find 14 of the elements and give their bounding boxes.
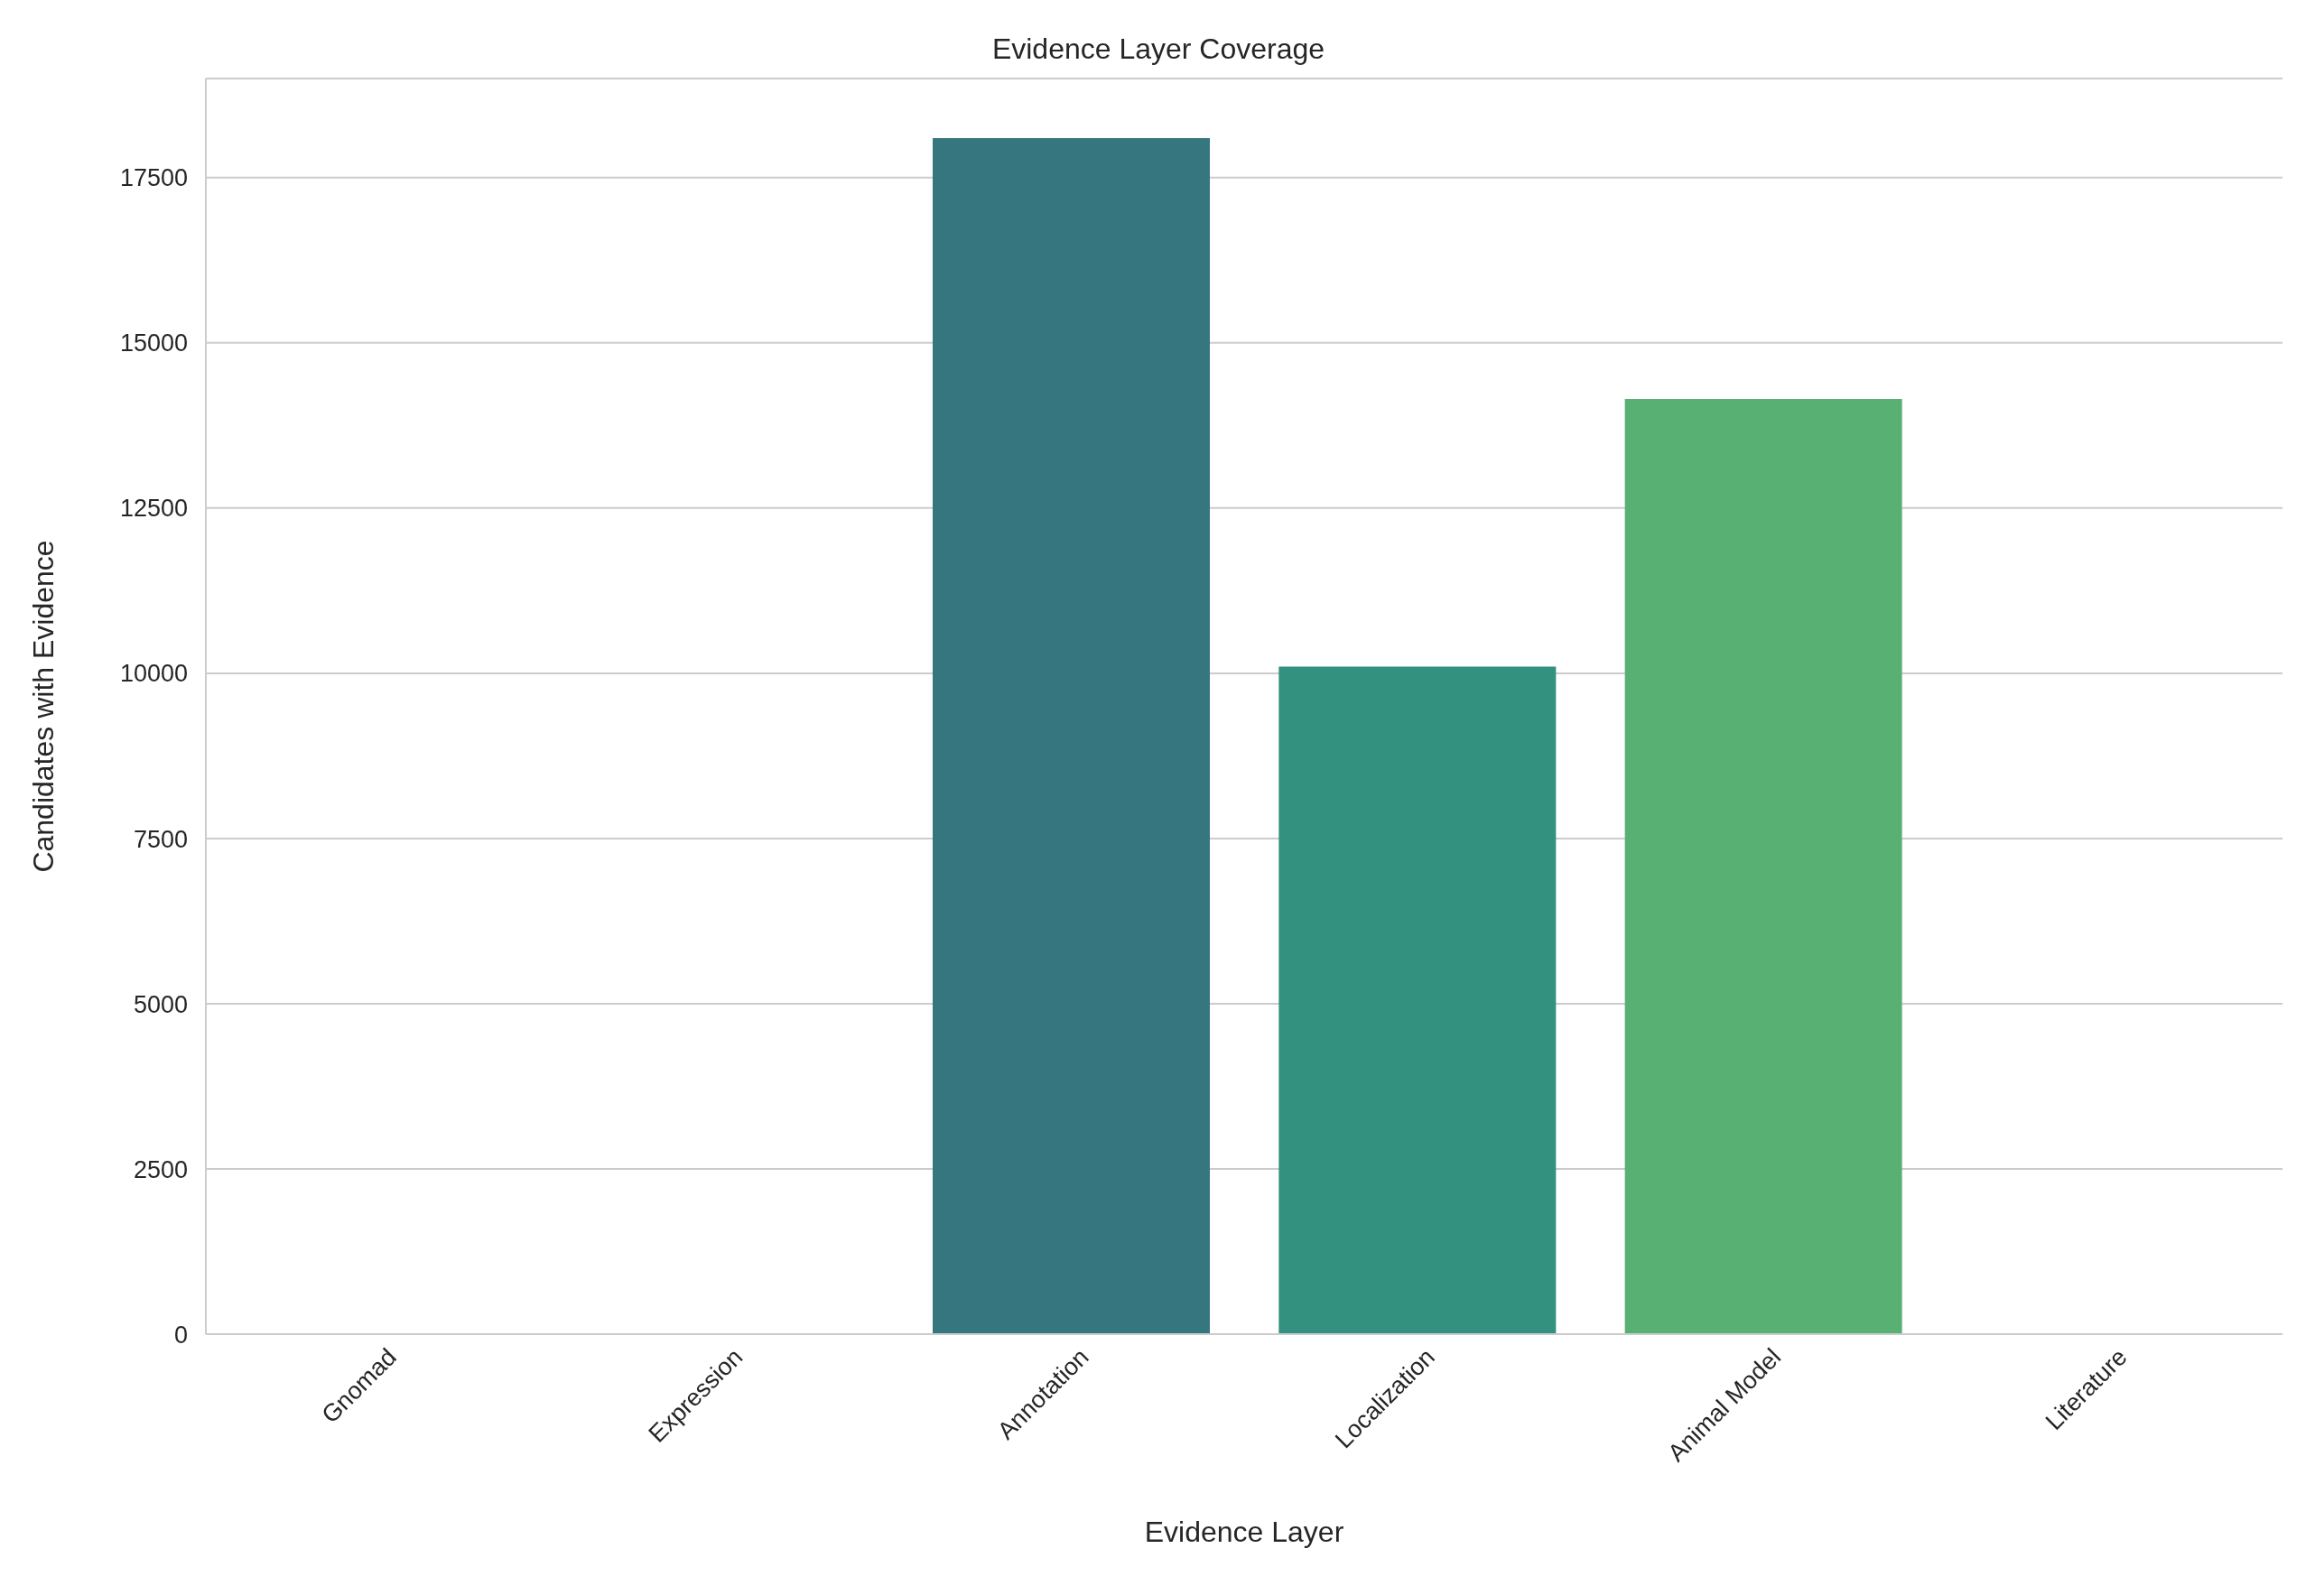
bar: [1278, 666, 1557, 1334]
y-tick-label: 12500: [119, 495, 188, 523]
y-tick-label: 5000: [133, 990, 188, 1018]
y-tick-label: 15000: [119, 329, 188, 357]
x-axis-title: Evidence Layer: [1144, 1516, 1344, 1548]
y-tick-label: 2500: [133, 1155, 188, 1183]
y-tick-label: 10000: [119, 660, 188, 688]
bar: [933, 137, 1210, 1334]
bar: [1624, 399, 1902, 1334]
chart-title: Evidence Layer Coverage: [990, 32, 1326, 66]
y-axis-title: Candidates with Evidence: [27, 540, 60, 873]
y-tick-label: 17500: [119, 164, 188, 192]
y-tick-label: 0: [173, 1321, 188, 1349]
y-tick-label: 7500: [133, 825, 188, 853]
